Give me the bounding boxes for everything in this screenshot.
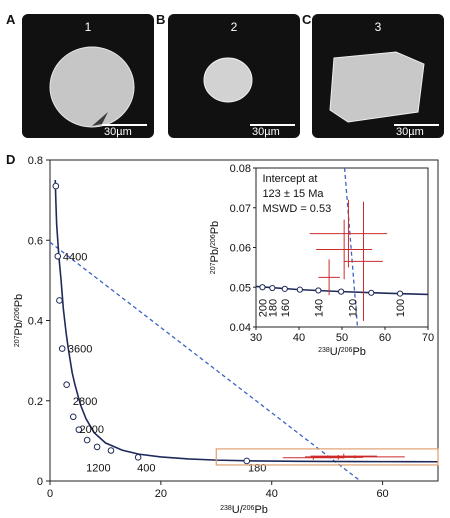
age-label: 2800 <box>73 396 97 408</box>
x-tick-label: 20 <box>155 488 167 500</box>
scale-bar-line <box>250 124 295 126</box>
age-label: 4400 <box>63 251 87 263</box>
grain-3-shape <box>329 51 425 123</box>
inset-age-label: 180 <box>267 299 279 317</box>
discordia-line <box>49 241 361 482</box>
inset-x-tick-label: 30 <box>250 332 262 344</box>
grain-1-shape <box>49 46 135 128</box>
y-tick-label: 0.6 <box>28 235 43 247</box>
scale-bar-label: 30µm <box>252 126 280 138</box>
age-marker <box>93 443 101 451</box>
inset-age-marker <box>259 284 266 291</box>
x-tick-label: 60 <box>376 488 388 500</box>
inset-age-label: 160 <box>280 299 292 317</box>
inset-x-tick-label: 50 <box>336 332 348 344</box>
age-marker <box>56 297 63 304</box>
sem-image-grain-3: 3 30µm <box>312 14 444 138</box>
panel-label-a: A <box>6 12 16 27</box>
grain-2-shape <box>203 57 253 103</box>
age-marker <box>54 253 62 260</box>
grain-number-3: 3 <box>374 20 382 34</box>
intercept-annotation: MSWD = 0.53 <box>262 203 331 215</box>
scale-bar-label: 30µm <box>396 126 424 138</box>
inset-age-label: 140 <box>313 299 325 317</box>
y-tick-label: 0.4 <box>28 316 43 328</box>
concordia-chart: 0 20 40 60 0 0.2 0.4 0.6 0.8 238U/206Pb 207Pb/206P… <box>13 155 439 516</box>
age-label: 1200 <box>86 462 110 474</box>
x-tick-label: 40 <box>266 488 278 500</box>
inset-x-tick-label: 40 <box>293 332 305 344</box>
inset-y-tick-label: 0.04 <box>230 322 251 334</box>
age-label: 3600 <box>68 344 92 356</box>
age-marker <box>75 426 83 433</box>
sem-image-grain-2: 2 30µm <box>168 14 300 138</box>
inset-age-marker <box>315 287 322 294</box>
intercept-annotation: Intercept at <box>262 173 317 185</box>
y-axis-label: 207Pb/206Pb <box>13 294 25 347</box>
x-axis-label: 238U/206Pb <box>220 504 268 516</box>
inset-age-marker <box>269 284 276 292</box>
inset-age-label: 200 <box>257 299 269 317</box>
age-marker <box>243 457 251 465</box>
inset-x-tick-label: 70 <box>422 332 434 344</box>
inset-plot-frame <box>255 167 429 328</box>
age-marker <box>134 454 142 461</box>
y-tick-label: 0.8 <box>28 155 43 167</box>
y-tick-label: 0 <box>37 476 43 488</box>
scale-bar-label: 30µm <box>104 126 132 138</box>
x-tick-label: 0 <box>47 488 53 500</box>
inset-age-marker <box>368 289 375 296</box>
scale-bar-line <box>394 124 439 126</box>
inset-age-marker <box>296 286 303 293</box>
sem-image-grain-1: 1 30µm <box>22 14 154 138</box>
inset-y-tick-label: 0.05 <box>230 282 251 294</box>
inset-x-axis-label: 238U/206Pb <box>318 346 366 358</box>
inset-x-tick-label: 60 <box>379 332 391 344</box>
age-label: 400 <box>137 462 155 474</box>
age-marker <box>52 182 60 190</box>
panel-label-d: D <box>6 152 16 167</box>
grain-number-2: 2 <box>230 20 238 34</box>
inset-age-marker <box>281 285 288 292</box>
scale-bar-line <box>102 124 147 126</box>
inset-y-tick-label: 0.08 <box>230 163 251 175</box>
inset-age-label: 120 <box>348 299 360 317</box>
y-tick-label: 0.2 <box>28 396 43 408</box>
zoom-box <box>215 448 439 466</box>
panel-label-c: C <box>302 12 312 27</box>
inset-age-marker <box>396 290 404 297</box>
intercept-annotation: 123 ± 15 Ma <box>262 188 324 200</box>
grain-number-1: 1 <box>84 20 92 34</box>
age-marker <box>58 345 66 352</box>
age-marker <box>69 413 77 421</box>
inset-discordia-line <box>343 167 359 328</box>
age-marker <box>83 436 91 444</box>
inset-y-axis-label: 207Pb/206Pb <box>209 221 221 274</box>
inset-y-tick-label: 0.07 <box>230 203 251 215</box>
age-label: 2000 <box>79 424 103 436</box>
age-marker <box>107 447 115 454</box>
inset-age-label: 100 <box>395 299 407 317</box>
panel-label-b: B <box>156 12 166 27</box>
inset-y-tick-label: 0.06 <box>230 243 251 255</box>
age-marker <box>63 381 70 388</box>
age-label: 180 <box>248 462 266 474</box>
inset-age-marker <box>338 288 345 295</box>
